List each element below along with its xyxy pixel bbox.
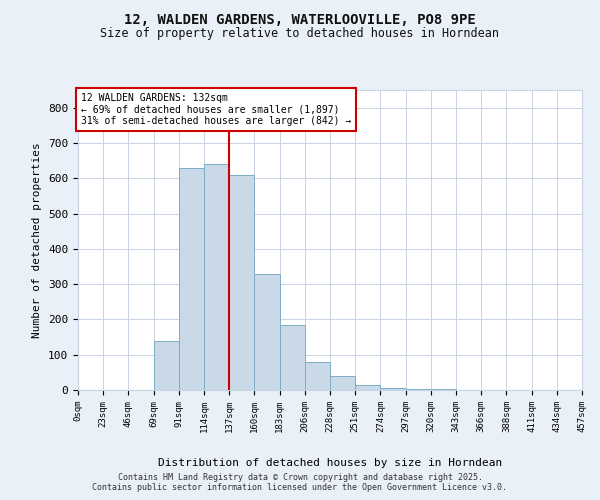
Text: Size of property relative to detached houses in Horndean: Size of property relative to detached ho… — [101, 28, 499, 40]
Bar — [254, 274, 280, 390]
Y-axis label: Number of detached properties: Number of detached properties — [32, 142, 43, 338]
Bar — [330, 376, 355, 390]
Bar — [355, 384, 380, 390]
Bar — [305, 362, 330, 390]
Bar — [229, 174, 254, 390]
Bar — [179, 168, 204, 390]
Text: Distribution of detached houses by size in Horndean: Distribution of detached houses by size … — [158, 458, 502, 468]
Bar — [406, 389, 431, 390]
Text: 12 WALDEN GARDENS: 132sqm
← 69% of detached houses are smaller (1,897)
31% of se: 12 WALDEN GARDENS: 132sqm ← 69% of detac… — [80, 93, 351, 126]
Bar — [154, 340, 179, 390]
Text: 12, WALDEN GARDENS, WATERLOOVILLE, PO8 9PE: 12, WALDEN GARDENS, WATERLOOVILLE, PO8 9… — [124, 12, 476, 26]
Bar — [204, 164, 229, 390]
Bar — [280, 324, 305, 390]
Bar — [380, 388, 406, 390]
Text: Contains HM Land Registry data © Crown copyright and database right 2025.
Contai: Contains HM Land Registry data © Crown c… — [92, 473, 508, 492]
